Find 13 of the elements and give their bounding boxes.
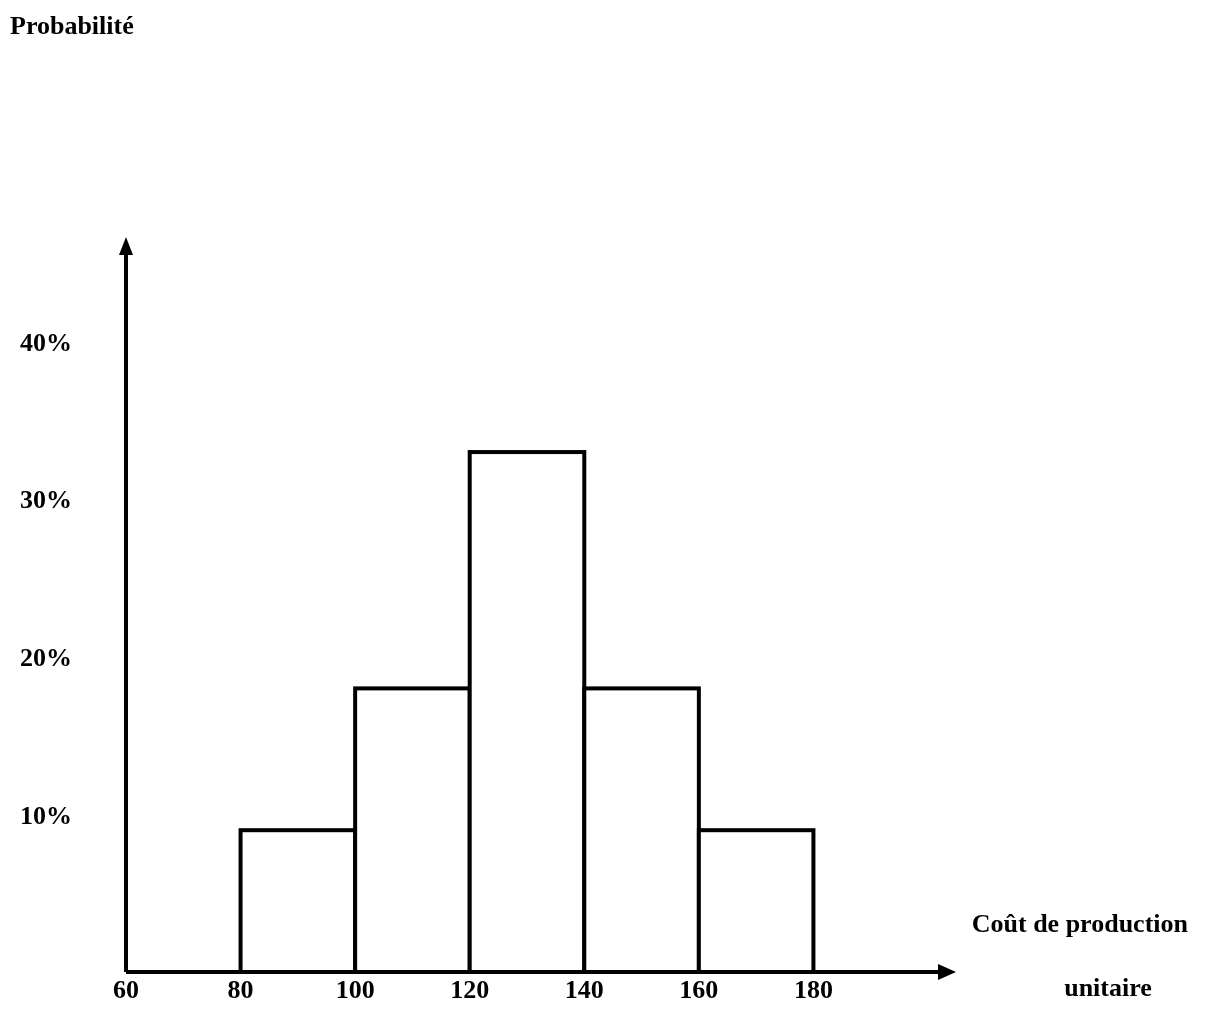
y-tick-label: 20% bbox=[20, 642, 72, 672]
text: Coût de production unitaire bbox=[971, 909, 1188, 1002]
x-tick-label: 60 bbox=[113, 975, 139, 1004]
x-tick-label: 160 bbox=[679, 975, 719, 1004]
x-tick-label: 140 bbox=[564, 975, 604, 1004]
x-tick-label: 80 bbox=[227, 975, 254, 1004]
y-tick-label: 30% bbox=[20, 485, 72, 515]
y-tick-label: 10% bbox=[20, 800, 72, 830]
x-tick-label: 100 bbox=[335, 975, 375, 1004]
text: Probabilité bbox=[10, 11, 134, 40]
y-tick-label: 40% bbox=[20, 327, 72, 357]
x-tick-label: 180 bbox=[793, 975, 833, 1004]
x-tick-label: 120 bbox=[450, 975, 490, 1004]
